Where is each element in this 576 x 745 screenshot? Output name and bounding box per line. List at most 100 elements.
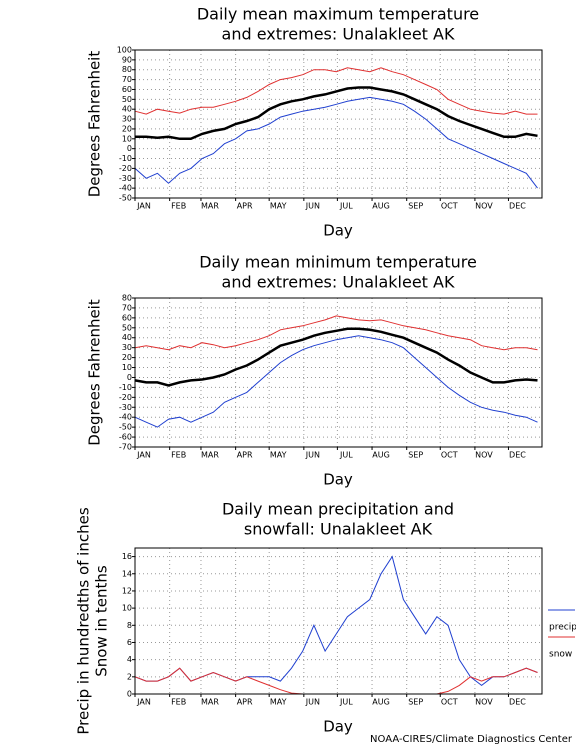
x-tick-label: JUN [305, 451, 320, 460]
chart-title: Daily mean precipitation and [222, 500, 454, 519]
y-tick-label: -50 [119, 423, 132, 432]
y-tick-label: 14 [122, 569, 132, 578]
x-tick-label: FEB [171, 202, 186, 211]
x-tick-label: AUG [372, 451, 390, 460]
x-tick-label: DEC [509, 698, 526, 707]
y-tick-label: 4 [127, 655, 132, 664]
chart-title: Daily mean maximum temperature [197, 5, 479, 24]
series-line [135, 86, 538, 141]
y-tick-label: -30 [119, 403, 132, 412]
chart-title: snowfall: Unalakleet AK [244, 520, 433, 539]
x-tick-label: APR [237, 202, 253, 211]
x-tick-label: OCT [441, 202, 458, 211]
x-tick-label: MAY [270, 202, 287, 211]
x-axis-label: Day [323, 471, 353, 489]
x-tick-label: JUN [305, 202, 320, 211]
y-tick-label: -10 [119, 154, 132, 163]
x-tick-label: SEP [408, 698, 423, 707]
chart-title: and extremes: Unalakleet AK [222, 273, 455, 292]
series-line [134, 315, 538, 351]
y-tick-label: 30 [122, 115, 132, 124]
plot-frame [134, 49, 543, 199]
legend-label: precip [549, 623, 576, 633]
series-line [134, 335, 538, 428]
x-tick-label: DEC [509, 202, 526, 211]
y-tick-label: 70 [122, 303, 132, 312]
y-axis-label: Degrees Fahrenheit [86, 299, 104, 446]
series-line [134, 555, 538, 687]
series-line [134, 96, 538, 189]
series-line [134, 67, 538, 115]
y-tick-label: -40 [119, 413, 132, 422]
x-tick-label: JAN [136, 202, 151, 211]
chart-title: Daily mean minimum temperature [199, 253, 477, 272]
x-tick-label: MAR [201, 451, 219, 460]
y-tick-label: -20 [119, 164, 132, 173]
x-tick-label: DEC [509, 451, 526, 460]
plot-frame [134, 297, 543, 448]
y-tick-label: -20 [119, 393, 132, 402]
x-tick-label: OCT [441, 451, 458, 460]
y-tick-label: 40 [122, 333, 132, 342]
y-tick-label: -30 [119, 174, 132, 183]
x-tick-label: JUL [339, 451, 353, 460]
y-tick-label: -50 [119, 194, 132, 203]
y-tick-label: 8 [127, 621, 132, 630]
x-tick-label: APR [237, 698, 253, 707]
y-tick-label: 90 [122, 55, 132, 64]
x-tick-label: JAN [136, 698, 151, 707]
y-tick-label: 10 [122, 134, 132, 143]
y-tick-label: 0 [127, 144, 132, 153]
y-tick-label: 70 [122, 75, 132, 84]
y-tick-label: -60 [119, 433, 132, 442]
x-tick-label: MAY [270, 698, 287, 707]
x-tick-label: JUN [305, 698, 320, 707]
y-tick-label: 50 [122, 95, 132, 104]
x-tick-label: FEB [171, 451, 186, 460]
x-tick-label: NOV [475, 202, 493, 211]
x-tick-label: JUL [339, 202, 353, 211]
x-tick-label: OCT [441, 698, 458, 707]
y-axis-label: Precip in hundredths of inches [75, 507, 93, 734]
x-tick-label: NOV [475, 698, 493, 707]
legend-label: snow [549, 650, 572, 660]
x-tick-label: JAN [136, 451, 151, 460]
y-tick-label: 30 [122, 343, 132, 352]
y-tick-label: 0 [127, 690, 132, 699]
y-tick-label: 10 [122, 363, 132, 372]
y-axis-label: Degrees Fahrenheit [86, 51, 104, 198]
y-tick-label: 60 [122, 313, 132, 322]
y-tick-label: 60 [122, 85, 132, 94]
series-line [134, 327, 538, 387]
y-tick-label: 80 [122, 294, 132, 303]
y-tick-label: -10 [119, 383, 132, 392]
y-tick-label: 40 [122, 105, 132, 114]
series-line [134, 667, 538, 695]
y-tick-label: 10 [122, 604, 132, 613]
x-tick-label: APR [237, 451, 253, 460]
x-tick-label: AUG [372, 202, 390, 211]
x-tick-label: SEP [408, 202, 423, 211]
credit: NOAA-CIRES/Climate Diagnostics Center [370, 734, 573, 745]
x-tick-label: MAR [201, 202, 219, 211]
y-tick-label: 20 [122, 124, 132, 133]
x-tick-label: AUG [372, 698, 390, 707]
x-tick-label: FEB [171, 698, 186, 707]
x-tick-label: JUL [339, 698, 353, 707]
y-axis-label: Snow in tenths [93, 565, 111, 677]
y-tick-label: 16 [122, 552, 132, 561]
plot-frame [134, 547, 543, 695]
y-tick-label: -40 [119, 184, 132, 193]
x-axis-label: Day [323, 222, 353, 240]
x-tick-label: MAY [270, 451, 287, 460]
x-tick-label: NOV [475, 451, 493, 460]
y-tick-label: 20 [122, 353, 132, 362]
y-tick-label: 100 [117, 46, 132, 55]
y-tick-label: -70 [119, 443, 132, 452]
chart-title: and extremes: Unalakleet AK [222, 25, 455, 44]
x-tick-label: SEP [408, 451, 423, 460]
y-tick-label: 12 [122, 586, 132, 595]
y-tick-label: 80 [122, 65, 132, 74]
